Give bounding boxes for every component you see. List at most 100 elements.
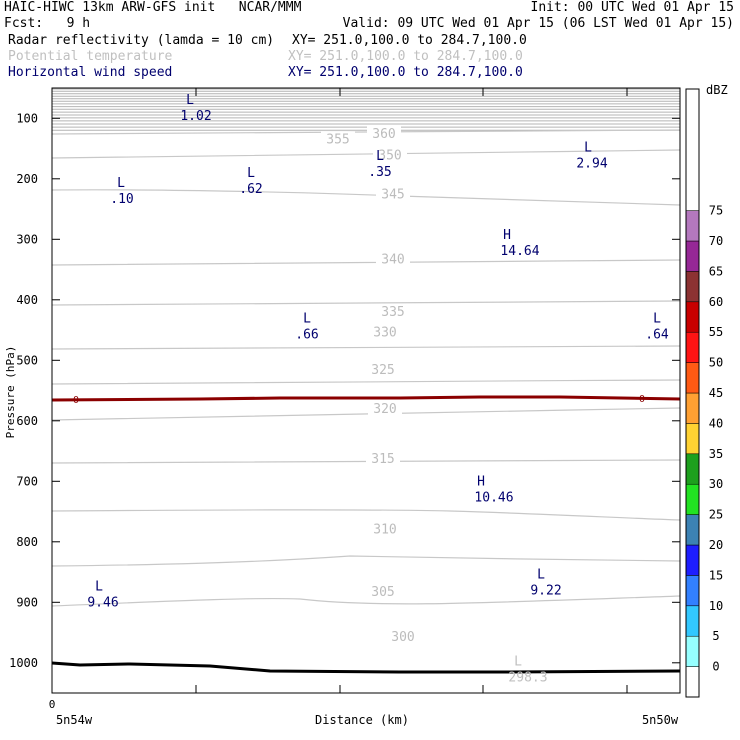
theta-label: 360 [372,127,395,142]
colorbar-tick-label: 25 [709,508,723,522]
wind-extremum-value: .64 [645,328,669,343]
theta-label: 305 [371,585,394,600]
wind-extremum-type: L [186,93,194,108]
theta-label-bg [368,521,402,536]
field-wind-xy: XY= 251.0,100.0 to 284.7,100.0 [288,65,523,80]
y-tick-label: 1000 [9,656,38,670]
colorbar-swatch [685,362,700,394]
theta-contour [51,459,681,464]
colorbar-tick-label: 75 [709,204,723,218]
wind-extremum-value: .66 [295,328,318,343]
theta-label-bg [366,362,400,377]
colorbar-swatch [685,210,700,242]
theta-extremum-value: 298.3 [508,670,547,685]
y-tick-label: 600 [16,414,38,428]
y-tick-label: 700 [16,474,38,488]
colorbar-swatch [685,271,700,303]
theta-label: 315 [371,452,394,467]
theta-contour [51,407,681,421]
wind-extrema: L1.02L2.94L.35L.62L.10H14.64L.66L.64H10.… [87,93,669,610]
theta-contour [51,595,681,607]
theta-contour [51,300,681,306]
colorbar-tick-label: 40 [709,416,723,430]
theta-contour [51,259,681,266]
colorbar-tick-label: 20 [709,538,723,552]
colorbar-empty [685,88,700,211]
wind-extremum-type: L [247,166,255,181]
wind-extremum-value: 2.94 [576,156,607,171]
field-theta-name: Potential temperature [8,49,173,64]
colorbar-swatch [685,666,700,698]
colorbar-swatch [685,301,700,333]
theta-label: 335 [381,305,404,320]
colorbar-swatch [685,544,700,576]
colorbar-swatch [685,575,700,607]
theta-label-bg [368,400,402,415]
colorbar-swatch [685,392,700,424]
colorbar-tick-label: 55 [709,325,723,339]
colorbar-swatch [685,240,700,272]
colorbar-swatch [685,483,700,515]
theta-contour [51,345,681,350]
colorbar-swatch [685,423,700,455]
y-tick-label: 900 [16,595,38,609]
theta-label: 345 [381,188,404,203]
wind-extremum-type: L [376,149,384,164]
theta-contour [51,509,681,521]
x-tick-label: 0 [49,698,56,711]
y-tick-label: 800 [16,535,38,549]
y-tick-label: 500 [16,353,38,367]
colorbar-border [685,88,700,698]
colorbar-tick-label: 60 [709,295,723,309]
wind-extremum-type: H [503,228,511,243]
colorbar-swatch [685,453,700,485]
theta-contour [51,555,681,567]
colorbar-tick-label: 10 [709,599,723,613]
wind-extremum-type: L [537,568,545,583]
theta-label-bg [376,186,410,201]
y-tick-label: 100 [16,111,38,125]
wind-extremum-value: 14.64 [500,244,539,259]
colorbar-swatch [685,605,700,637]
wind-extremum-value: 1.02 [180,109,211,124]
theta-label-bg [367,126,401,141]
colorbar-tick-label: 50 [709,356,723,370]
colorbar-tick-label: 35 [709,447,723,461]
theta-label: 355 [326,133,349,148]
theta-label-bg [376,304,410,319]
theta-labels: 360 355 350 345 340 335 330 325 320 315 310 305 300 L… [321,126,548,685]
theta-label-bg [368,324,402,339]
field-theta-xy: XY= 251.0,100.0 to 284.7,100.0 [288,49,523,64]
x-end-label-left: 5n54w [56,713,93,727]
header-title: HAIC-HIWC 13km ARW-GFS init NCAR/MMM [4,0,302,15]
colorbar-tick-label: 45 [709,386,723,400]
theta-label: 340 [381,252,404,267]
theta-label: 350 [378,148,401,163]
wind-extremum-type: L [584,140,592,155]
colorbar-tick-label: 30 [709,477,723,491]
theta-contour [51,129,681,135]
theta-label-bg [373,147,407,162]
theta-label: 310 [373,522,396,537]
theta-label: 300 [391,630,414,645]
theta-extremum-type: L [514,654,522,669]
wind-extremum-value: 9.22 [530,584,561,599]
y-tick-label: 200 [16,172,38,186]
theta-label-bg [386,628,420,643]
plot-border [51,87,681,694]
field-reflectivity-xy: XY= 251.0,100.0 to 284.7,100.0 [292,33,527,48]
field-wind-name: Horizontal wind speed [8,65,173,80]
theta-label-bg [366,451,400,466]
header-init: Init: 00 UTC Wed 01 Apr 15 [530,0,735,15]
colorbar: dBZ 0 5 10 15 20 25 30 35 40 45 50 55 60 65 70 75 [685,83,728,698]
colorbar-tick-label: 5 [712,629,719,643]
wind-extremum-value: .62 [239,182,262,197]
freezing-level-label-left: 0 [73,395,79,406]
colorbar-tick-label: 70 [709,234,723,248]
wind-extremum-value: 10.46 [474,490,513,505]
terrain-line [51,661,681,674]
header-valid: Valid: 09 UTC Wed 01 Apr 15 (06 LST Wed … [342,16,734,31]
